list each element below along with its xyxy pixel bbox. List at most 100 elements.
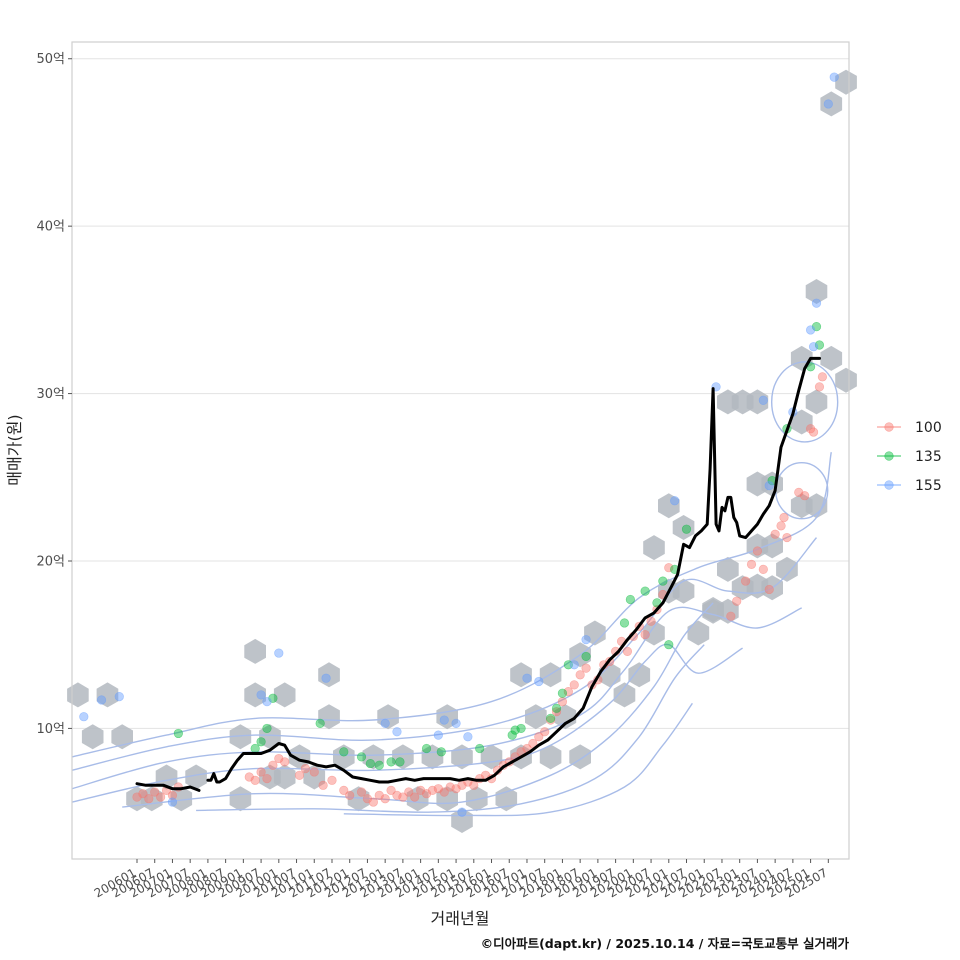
data-point-135 xyxy=(395,757,405,767)
data-point-100 xyxy=(540,727,550,737)
data-point-100 xyxy=(167,790,178,800)
data-point-100 xyxy=(752,546,763,556)
data-point-155 xyxy=(534,676,544,687)
data-point-155 xyxy=(805,325,816,335)
data-point-100 xyxy=(817,372,828,382)
data-point-155 xyxy=(829,72,839,82)
data-point-135 xyxy=(658,576,668,586)
data-point-100 xyxy=(794,487,804,497)
data-point-100 xyxy=(392,790,402,800)
data-point-100 xyxy=(380,794,390,804)
hexbin-cell xyxy=(362,744,385,770)
data-point-135 xyxy=(516,723,526,734)
data-point-135 xyxy=(640,586,650,596)
data-point-135 xyxy=(625,594,635,605)
data-point-100 xyxy=(581,663,591,673)
data-point-100 xyxy=(726,611,736,621)
legend-marker-155 xyxy=(884,480,894,490)
density-contour xyxy=(122,602,714,808)
hexbin-cell xyxy=(776,556,798,582)
data-point-100 xyxy=(776,521,786,531)
hexbin-cell xyxy=(820,91,843,117)
hexbin-cell xyxy=(687,620,710,646)
data-point-155 xyxy=(262,697,272,707)
hexbin-cell xyxy=(318,704,340,730)
data-point-100 xyxy=(398,792,408,802)
data-point-135 xyxy=(507,730,517,740)
y-tick-label: 30억 xyxy=(36,387,65,402)
data-point-100 xyxy=(534,732,544,742)
hexbin-cell xyxy=(539,662,562,688)
data-point-135 xyxy=(386,757,396,767)
hexbin-cell xyxy=(805,389,828,415)
hexbin-cell xyxy=(658,493,680,519)
gridlines xyxy=(72,58,849,729)
hexbin-cell xyxy=(465,786,488,812)
data-point-100 xyxy=(421,789,432,799)
hexbin-cell xyxy=(421,744,444,770)
trend-line-layer xyxy=(135,356,821,792)
hexbin-cell xyxy=(303,764,326,790)
hexbin-cell xyxy=(96,682,119,708)
data-point-100 xyxy=(569,680,579,690)
data-point-100 xyxy=(280,757,290,767)
data-point-100 xyxy=(274,753,284,764)
hexbin-cell xyxy=(273,682,296,708)
hexbin-cell xyxy=(525,704,547,730)
hexbin-cell xyxy=(392,744,414,770)
data-point-155 xyxy=(670,496,680,506)
data-point-100 xyxy=(150,787,160,797)
data-point-155 xyxy=(569,660,579,670)
hexbin-cell xyxy=(643,620,665,646)
hexbin-cell xyxy=(244,638,266,664)
hexbin-cell xyxy=(613,682,636,708)
data-point-100 xyxy=(557,697,568,707)
legend: 100 135 155 xyxy=(877,420,942,494)
data-point-155 xyxy=(380,718,390,728)
hexbin-cell xyxy=(510,662,532,688)
y-axis-title: 매매가(원) xyxy=(5,414,24,485)
data-point-100 xyxy=(368,797,378,807)
y-tick-label: 40억 xyxy=(36,220,65,235)
data-point-135 xyxy=(256,737,266,747)
data-point-100 xyxy=(439,787,449,797)
data-point-155 xyxy=(321,673,331,683)
data-point-100 xyxy=(327,775,337,785)
data-point-155 xyxy=(463,732,473,742)
data-point-135 xyxy=(365,758,375,769)
data-point-100 xyxy=(779,512,789,523)
data-point-135 xyxy=(814,340,825,350)
trend-line xyxy=(206,356,821,784)
data-point-100 xyxy=(416,785,426,795)
hexbin-cell xyxy=(790,409,813,435)
data-point-155 xyxy=(114,692,124,702)
data-point-100 xyxy=(250,775,260,785)
data-point-100 xyxy=(410,792,420,802)
data-point-135 xyxy=(262,723,272,734)
plot-panel xyxy=(72,42,849,859)
data-point-100 xyxy=(551,707,562,717)
data-point-100 xyxy=(244,772,254,782)
hexbin-cell xyxy=(820,345,843,371)
data-point-155 xyxy=(522,673,532,683)
hexbin-cell xyxy=(746,389,769,415)
data-point-100 xyxy=(433,784,443,794)
data-point-100 xyxy=(764,584,774,595)
y-tick-label: 10억 xyxy=(36,722,65,737)
caption: ©디아파트(dapt.kr) / 2025.10.14 / 자료=국토교통부 실… xyxy=(481,936,850,951)
data-point-100 xyxy=(622,646,633,657)
data-point-100 xyxy=(309,767,319,777)
data-point-135 xyxy=(268,693,278,703)
data-point-135 xyxy=(546,713,556,723)
density-contour xyxy=(71,452,832,758)
data-point-135 xyxy=(581,651,591,662)
data-point-100 xyxy=(782,532,792,543)
hexbin-cell xyxy=(643,535,665,561)
data-point-135 xyxy=(173,728,183,739)
data-point-100 xyxy=(563,686,573,697)
data-point-100 xyxy=(575,670,585,680)
data-point-155 xyxy=(808,342,819,352)
data-point-100 xyxy=(356,787,367,797)
hexbin-cell xyxy=(539,744,562,770)
